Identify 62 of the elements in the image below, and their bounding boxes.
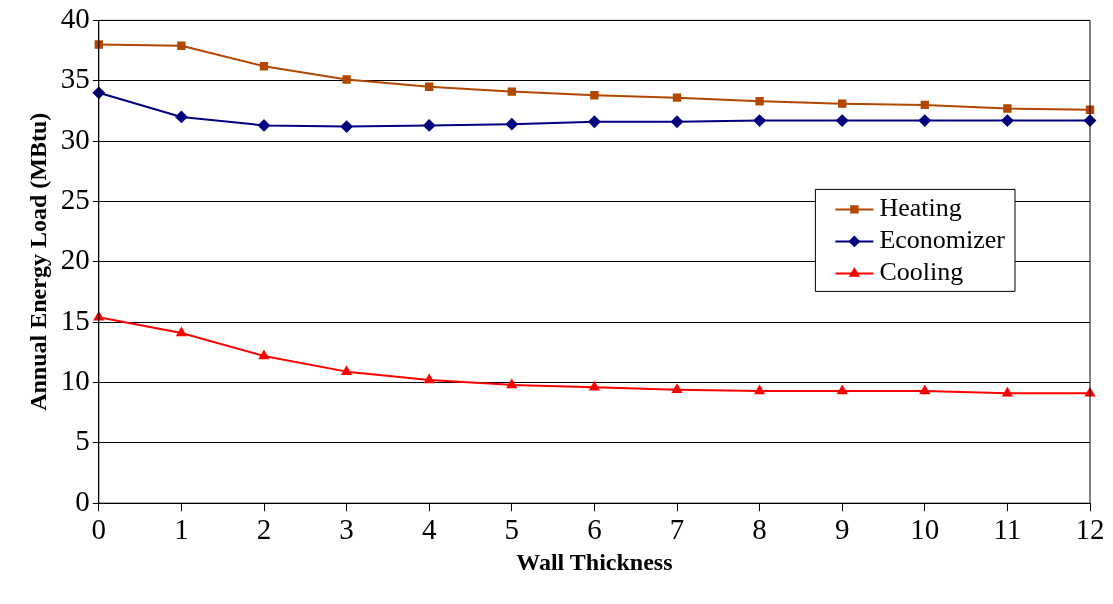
y-tick-label: 40 (60, 2, 90, 35)
point (505, 118, 518, 131)
point (836, 114, 849, 127)
x-tick-label: 9 (834, 513, 850, 546)
y-tick-label: 0 (75, 484, 90, 517)
point (92, 86, 105, 99)
point (590, 91, 599, 100)
point (259, 62, 269, 71)
legend-label: Economizer (879, 225, 1006, 255)
point (177, 41, 186, 50)
point (176, 327, 187, 337)
point (672, 384, 682, 393)
point (588, 115, 601, 128)
point (94, 40, 103, 49)
y-tick-label: 5 (75, 424, 90, 457)
y-tick-label: 35 (60, 62, 90, 95)
x-tick-label: 1 (174, 513, 189, 546)
x-tick-label: 11 (993, 513, 1022, 546)
point (920, 100, 929, 110)
point (919, 385, 930, 395)
point (753, 114, 766, 127)
x-tick-label: 5 (504, 513, 520, 546)
x-tick-label: 2 (256, 513, 272, 546)
point (837, 385, 848, 395)
point (506, 379, 517, 389)
point (175, 110, 188, 123)
point (918, 114, 931, 127)
x-tick-label: 12 (1075, 513, 1105, 546)
x-tick-label: 8 (752, 513, 767, 546)
y-tick-label: 30 (60, 122, 90, 155)
y-axis-title: Annual Energy Load (MBtu) (24, 112, 51, 411)
point (589, 381, 600, 391)
y-tick-label: 10 (60, 364, 90, 397)
legend-label: Cooling (879, 257, 964, 287)
point (672, 93, 682, 102)
legend-label: Heating (879, 193, 962, 223)
x-tick-label: 3 (339, 513, 354, 546)
point (755, 97, 764, 106)
x-tick-label: 10 (910, 513, 940, 546)
point (754, 385, 765, 395)
y-tick-label: 20 (60, 243, 90, 276)
point (258, 119, 270, 132)
point (423, 119, 436, 132)
point (425, 82, 434, 91)
point (93, 311, 104, 321)
x-tick-label: 6 (587, 513, 602, 546)
point (1003, 104, 1012, 113)
point (341, 366, 352, 375)
point (342, 75, 351, 84)
point (340, 120, 353, 133)
point (259, 350, 269, 360)
point (838, 99, 847, 108)
y-tick-label: 15 (60, 303, 90, 336)
point (1001, 114, 1014, 127)
x-tick-label: 4 (421, 513, 437, 546)
point (424, 374, 435, 384)
y-tick-label: 25 (60, 183, 90, 216)
point (671, 115, 683, 128)
x-tick-label: 7 (669, 513, 685, 546)
x-axis-title: Wall Thickness (516, 548, 673, 575)
point (1002, 387, 1013, 397)
point (507, 87, 516, 96)
